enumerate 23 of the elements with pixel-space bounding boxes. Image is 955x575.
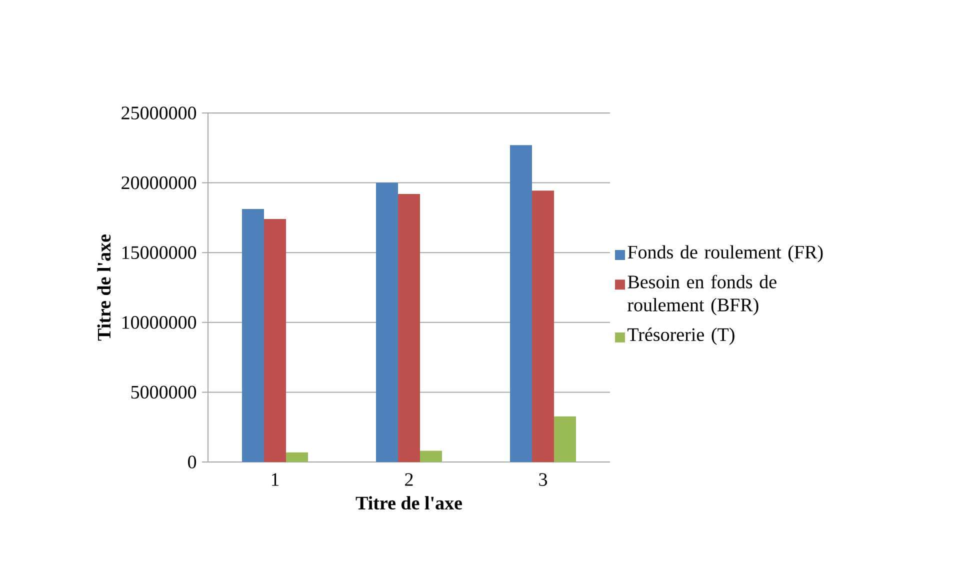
y-tick-label: 25000000: [122, 106, 196, 120]
x-axis-title: Titre de l'axe: [356, 496, 462, 510]
y-tick-label: 0: [188, 456, 196, 468]
x-tick-label: 1: [272, 473, 279, 486]
legend-label: Fonds de roulement (FR): [628, 245, 823, 262]
bar: [420, 450, 442, 462]
legend-label: Besoin en fonds de roulement (BFR): [628, 274, 776, 316]
y-tick-label: 15000000: [122, 246, 196, 260]
y-tick-label: 5000000: [131, 386, 196, 399]
y-tick-label: 10000000: [122, 316, 196, 329]
legend-label: Trésorerie (T): [628, 328, 734, 345]
bar: [376, 182, 398, 462]
bar: [286, 452, 308, 462]
bar: [264, 218, 286, 462]
y-tick-label: 20000000: [122, 176, 196, 190]
y-axis-title: Titre de l'axe: [97, 234, 111, 341]
x-tick-label: 3: [539, 473, 548, 486]
bar: [398, 194, 420, 462]
x-tick-label: 2: [405, 473, 413, 486]
bar: [510, 145, 532, 462]
bar: [554, 416, 576, 462]
bar: [532, 190, 554, 462]
bar: [242, 209, 264, 462]
